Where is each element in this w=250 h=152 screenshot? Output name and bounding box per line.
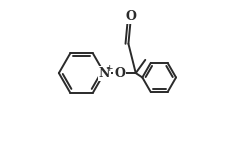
Text: N: N [98,67,110,79]
Text: O: O [126,10,136,23]
Text: +: + [104,64,112,73]
Text: O: O [114,67,124,79]
